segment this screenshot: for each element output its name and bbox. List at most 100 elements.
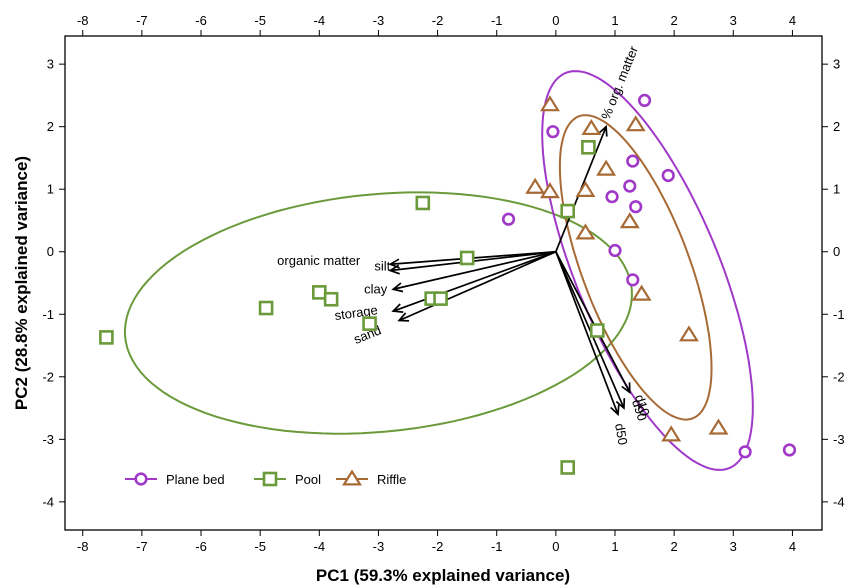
loading-arrow-head [391, 303, 404, 313]
y-tick-label-right: -4 [833, 494, 845, 509]
y-tick-label-right: -3 [833, 432, 845, 447]
loading-arrow-line [398, 250, 557, 322]
riffle-point [596, 159, 617, 176]
plane-bed-point [738, 445, 752, 459]
x-axis-title: PC1 (59.3% explained variance) [316, 566, 570, 585]
riffle-point [525, 177, 546, 194]
legend: Plane bed Pool Riffle [125, 469, 406, 487]
x-tick-label-bottom: -2 [432, 539, 444, 554]
loading-arrow-line [555, 251, 631, 393]
x-tick-label-top: 3 [730, 13, 737, 28]
legend-label-riffle: Riffle [377, 472, 406, 487]
plane-bed-point [782, 443, 797, 457]
pool-point [323, 291, 339, 307]
y-tick-label-right: -2 [833, 369, 845, 384]
y-tick-label-left: -2 [42, 369, 54, 384]
loading-label: organic matter [277, 253, 361, 268]
loading-arrow-head [391, 282, 404, 293]
x-tick-label-bottom: -1 [491, 539, 503, 554]
ellipse-pool [123, 191, 633, 435]
y-tick-label-left: 2 [47, 119, 54, 134]
plane-bed-point [626, 154, 640, 168]
plane-bed-point [629, 200, 643, 214]
riffle-point [539, 95, 560, 112]
y-tick-label-left: -1 [42, 307, 54, 322]
x-tick-label-top: -4 [314, 13, 326, 28]
loading-arrow-line [393, 250, 557, 291]
riffle-point [539, 182, 560, 199]
legend-marker-pool [262, 471, 278, 487]
x-tick-label-top: 0 [552, 13, 559, 28]
plane-bed-point [605, 190, 619, 204]
riffle-point [619, 212, 640, 229]
x-tick-label-top: -6 [195, 13, 207, 28]
loading-arrow-head [598, 124, 608, 137]
riffle-point [678, 325, 699, 342]
pool-point [589, 323, 605, 338]
plane-bed-point [546, 125, 560, 139]
riffle-point [575, 180, 596, 197]
loading-label: d50 [612, 422, 631, 446]
y-tick-label-left: -4 [42, 494, 54, 509]
plot-frame [64, 35, 823, 531]
loading-arrow-head [621, 382, 631, 395]
y-tick-label-right: 3 [833, 57, 840, 72]
ellipse-riffle [558, 114, 713, 421]
x-tick-label-bottom: 3 [730, 539, 737, 554]
confidence-ellipses [123, 70, 754, 471]
x-tick-label-bottom: -7 [136, 539, 148, 554]
y-tick-label-left: 0 [47, 244, 54, 259]
plane-bed-point [623, 179, 637, 193]
x-tick-label-top: -7 [136, 13, 148, 28]
legend-marker-plane-bed [134, 472, 148, 486]
riffle-point [708, 418, 729, 435]
loading-arrow-head [615, 398, 626, 410]
pool-point [560, 203, 575, 219]
riffle-point [661, 425, 682, 442]
pool-point [433, 291, 448, 306]
y-tick-label-left: -3 [42, 432, 54, 447]
riffle-point [625, 115, 646, 132]
pool-point [258, 300, 274, 316]
x-tick-label-top: -1 [491, 13, 503, 28]
pool-point [99, 330, 114, 345]
x-tick-label-top: 4 [789, 13, 796, 28]
y-axis-title: PC2 (28.8% explained variance) [12, 156, 31, 410]
x-tick-label-top: -5 [254, 13, 266, 28]
pool-point [415, 195, 431, 211]
data-points [99, 93, 797, 475]
x-tick-label-top: -3 [373, 13, 385, 28]
loading-label: silt [374, 258, 390, 273]
plane-bed-point [608, 243, 622, 258]
riffle-point [581, 118, 602, 136]
loading-arrow-head [388, 264, 400, 275]
legend-marker-riffle [342, 469, 362, 486]
loading-label: clay [364, 281, 388, 296]
loading-label: d90 [629, 397, 650, 422]
loading-arrow-line [392, 250, 557, 312]
x-tick-label-bottom: -8 [77, 539, 89, 554]
axis-ticks: -8 -8 -7 -7 -6 -6 -5 -5 -4 -4 -3 -3 -2 -2 -1 -1 0 0 1 1 2 2 3 3… [42, 13, 844, 554]
loading-arrow-head [397, 312, 410, 322]
pool-point [362, 316, 377, 331]
x-tick-label-top: -2 [432, 13, 444, 28]
y-tick-label-left: 3 [47, 57, 54, 72]
x-tick-label-bottom: 2 [671, 539, 678, 554]
loading-label: d10 [632, 393, 653, 418]
loading-arrow-head [610, 404, 620, 417]
x-tick-label-top: 2 [671, 13, 678, 28]
x-tick-label-bottom: -6 [195, 539, 207, 554]
pool-point [560, 460, 575, 475]
pool-point [581, 140, 596, 155]
y-tick-label-left: 1 [47, 182, 54, 197]
loading-arrow-line [555, 251, 625, 409]
plane-bed-point [637, 93, 652, 108]
plane-bed-point [501, 212, 516, 226]
y-tick-label-right: 0 [833, 244, 840, 259]
x-tick-label-bottom: 4 [789, 539, 796, 554]
y-tick-label-right: 1 [833, 182, 840, 197]
x-tick-label-bottom: -3 [373, 539, 385, 554]
pool-point [312, 285, 327, 300]
riffle-point [575, 223, 596, 240]
